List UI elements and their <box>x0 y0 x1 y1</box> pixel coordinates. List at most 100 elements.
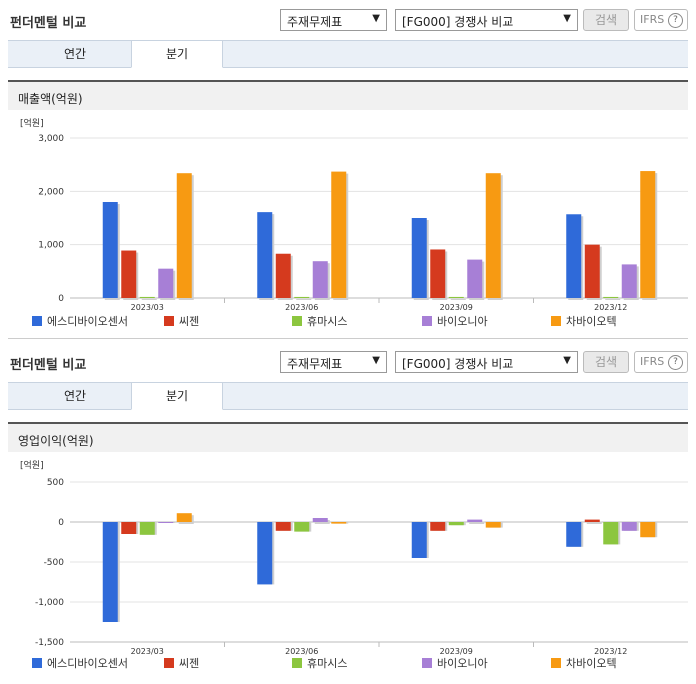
ifrs-help-button[interactable]: IFRS? <box>634 351 688 373</box>
bar[interactable] <box>485 173 501 298</box>
legend-swatch <box>32 658 42 668</box>
chevron-down-icon: ▼ <box>372 355 380 366</box>
bar[interactable] <box>566 214 582 298</box>
y-tick-label: -1,500 <box>35 638 64 648</box>
legend-item[interactable]: 차바이오텍 <box>551 313 617 329</box>
bar[interactable] <box>176 173 192 298</box>
panel-header: 펀더멘털 비교 주재무제표 ▼ [FG000] 경쟁사 비교 ▼ 검색 IFRS? <box>0 0 696 34</box>
revenue-chart: [억원] 0 1,000 2,000 3,000 2023/03 2023/06 2023/0… <box>20 117 688 310</box>
peer-select[interactable]: [FG000] 경쟁사 비교 ▼ <box>395 351 578 373</box>
search-button[interactable]: 검색 <box>583 351 629 373</box>
bar[interactable] <box>102 202 118 298</box>
legend-label: 바이오니아 <box>437 315 488 328</box>
operating-income-panel: 펀더멘털 비교 주재무제표 ▼ [FG000] 경쟁사 비교 ▼ 검색 IFRS? … <box>0 342 696 684</box>
bar[interactable] <box>102 522 118 622</box>
legend-swatch <box>551 316 561 326</box>
legend-item[interactable]: 씨젠 <box>164 313 199 329</box>
x-tick-label: 2023/12 <box>594 647 627 656</box>
statement-select[interactable]: 주재무제표 ▼ <box>280 351 387 373</box>
bar[interactable] <box>411 218 427 298</box>
peer-select-value: [FG000] 경쟁사 비교 <box>402 357 514 371</box>
bar[interactable] <box>312 518 328 522</box>
legend-swatch <box>422 316 432 326</box>
bar[interactable] <box>485 522 501 528</box>
legend-label: 씨젠 <box>179 315 200 328</box>
bar[interactable] <box>257 212 273 298</box>
legend-item[interactable]: 휴마시스 <box>292 655 347 671</box>
x-tick-label: 2023/09 <box>440 303 473 310</box>
legend-item[interactable]: 바이오니아 <box>422 313 488 329</box>
legend-item[interactable]: 씨젠 <box>164 655 199 671</box>
bar[interactable] <box>294 296 310 298</box>
panel-title: 펀더멘털 비교 <box>10 16 87 31</box>
bar[interactable] <box>139 522 155 535</box>
tab-annual[interactable]: 연간 <box>63 47 87 61</box>
legend-swatch <box>32 316 42 326</box>
bar[interactable] <box>294 522 310 532</box>
y-tick-label: 1,000 <box>38 241 64 251</box>
ifrs-help-button[interactable]: IFRS? <box>634 9 688 31</box>
bar[interactable] <box>331 522 347 524</box>
bar[interactable] <box>176 513 192 522</box>
x-tick-label: 2023/03 <box>131 647 164 656</box>
bar[interactable] <box>448 296 464 298</box>
panel-title: 펀더멘털 비교 <box>10 358 87 373</box>
chevron-down-icon: ▼ <box>563 13 571 24</box>
legend-label: 씨젠 <box>179 657 200 670</box>
peer-select[interactable]: [FG000] 경쟁사 비교 ▼ <box>395 9 578 31</box>
x-tick-label: 2023/06 <box>285 303 318 310</box>
tab-annual[interactable]: 연간 <box>63 389 87 403</box>
legend-item[interactable]: 바이오니아 <box>422 655 488 671</box>
x-tick-label: 2023/03 <box>131 303 164 310</box>
chart-title: 매출액(억원) <box>18 92 83 106</box>
bar[interactable] <box>158 522 174 523</box>
section-title-bar: 매출액(억원) <box>8 80 688 110</box>
bar-shadow <box>141 298 157 300</box>
period-tabs: 연간 분기 <box>8 40 688 68</box>
bar[interactable] <box>158 268 174 298</box>
bar[interactable] <box>275 253 291 298</box>
ifrs-label: IFRS <box>640 13 665 26</box>
bar[interactable] <box>312 261 328 298</box>
bar-shadow <box>296 298 312 300</box>
bar[interactable] <box>603 522 619 545</box>
bar[interactable] <box>121 522 137 534</box>
bar[interactable] <box>584 244 600 298</box>
legend-label: 휴마시스 <box>307 315 348 328</box>
bar[interactable] <box>603 296 619 298</box>
bar[interactable] <box>430 249 446 298</box>
bar[interactable] <box>139 296 155 298</box>
bar[interactable] <box>275 522 291 531</box>
legend-item[interactable]: 에스디바이오센서 <box>32 655 128 671</box>
y-tick-label: -1,000 <box>35 598 64 608</box>
chart-title: 영업이익(억원) <box>18 434 94 448</box>
bar[interactable] <box>640 171 656 298</box>
bar[interactable] <box>448 522 464 526</box>
operating-income-chart: [억원] -1,500 -1,000 -500 0 500 2023/03 2023/06 20… <box>20 459 688 656</box>
legend-item[interactable]: 에스디바이오센서 <box>32 313 128 329</box>
bar[interactable] <box>257 522 273 585</box>
bar[interactable] <box>467 259 483 298</box>
statement-select[interactable]: 주재무제표 ▼ <box>280 9 387 31</box>
legend-item[interactable]: 차바이오텍 <box>551 655 617 671</box>
search-button[interactable]: 검색 <box>583 9 629 31</box>
y-axis-unit: [억원] <box>20 117 44 129</box>
bar[interactable] <box>121 250 137 298</box>
bar[interactable] <box>430 522 446 531</box>
bar[interactable] <box>640 522 656 538</box>
bar[interactable] <box>621 522 637 531</box>
bar[interactable] <box>621 264 637 298</box>
legend-item[interactable]: 휴마시스 <box>292 313 347 329</box>
y-axis-unit: [억원] <box>20 459 44 471</box>
legend-label: 에스디바이오센서 <box>47 657 128 670</box>
bar[interactable] <box>584 519 600 522</box>
bar[interactable] <box>467 519 483 522</box>
bar-shadow <box>469 521 485 524</box>
bar[interactable] <box>331 171 347 298</box>
bar-shadow <box>450 298 466 300</box>
bar[interactable] <box>566 522 582 547</box>
x-tick-label: 2023/09 <box>440 647 473 656</box>
bar[interactable] <box>411 522 427 558</box>
tab-quarterly[interactable]: 분기 <box>131 40 223 68</box>
tab-quarterly[interactable]: 분기 <box>131 382 223 410</box>
